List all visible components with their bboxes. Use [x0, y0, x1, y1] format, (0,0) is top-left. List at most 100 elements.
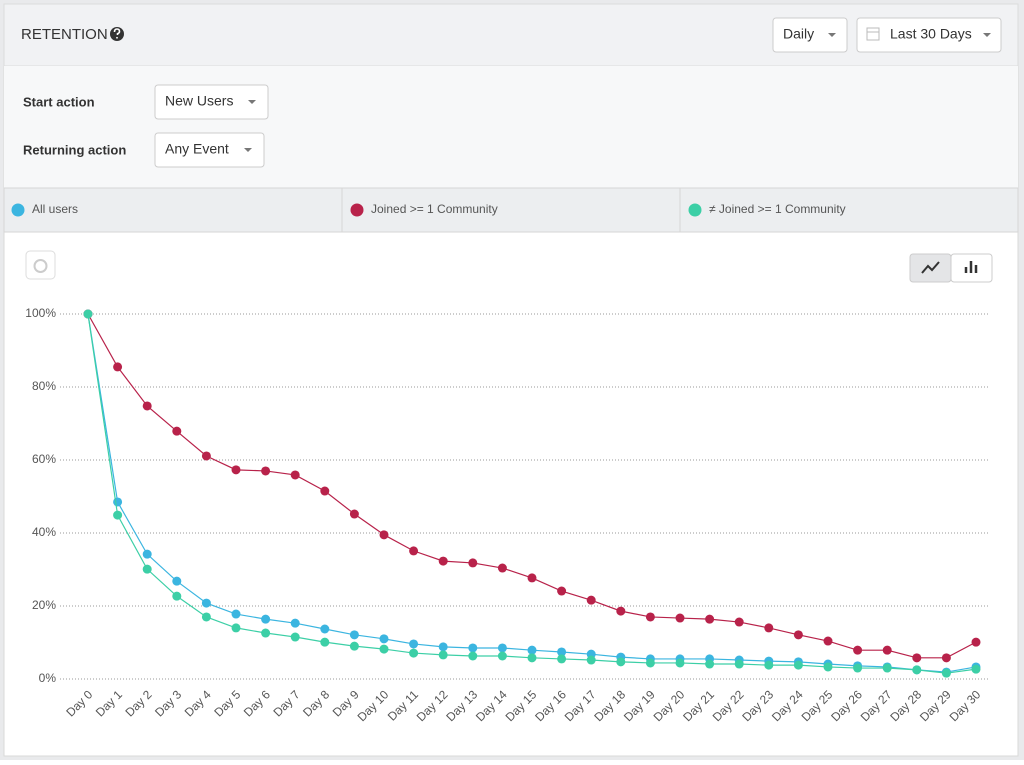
filter-area	[4, 66, 1018, 188]
data-point	[409, 546, 418, 555]
header-title: RETENTION	[21, 26, 108, 43]
legend-swatch	[351, 204, 364, 217]
data-point	[646, 658, 655, 667]
y-tick-label: 60%	[32, 452, 56, 466]
data-point	[705, 615, 714, 624]
data-point	[912, 665, 921, 674]
data-point	[143, 550, 152, 559]
legend-label: Joined >= 1 Community	[371, 202, 498, 216]
data-point	[468, 652, 477, 661]
data-point	[794, 661, 803, 670]
data-point	[350, 510, 359, 519]
legend-label: All users	[32, 202, 78, 216]
data-point	[172, 427, 181, 436]
range-dropdown[interactable]: Last 30 Days	[857, 18, 1001, 52]
data-point	[498, 643, 507, 652]
data-point	[468, 643, 477, 652]
data-point	[764, 661, 773, 670]
interval-value: Daily	[783, 26, 814, 42]
legend-tabs	[4, 188, 1018, 232]
data-point	[676, 614, 685, 623]
data-point	[291, 619, 300, 628]
data-point	[528, 653, 537, 662]
help-icon[interactable]	[110, 27, 124, 41]
data-point	[972, 665, 981, 674]
annotation-button[interactable]	[26, 251, 55, 279]
data-point	[557, 654, 566, 663]
data-point	[409, 639, 418, 648]
data-point	[646, 612, 655, 621]
return-dropdown[interactable]: Any Event	[155, 133, 264, 167]
data-point	[942, 669, 951, 678]
legend-tab[interactable]: Joined >= 1 Community	[351, 202, 498, 216]
data-point	[498, 652, 507, 661]
data-point	[735, 618, 744, 627]
data-point	[824, 637, 833, 646]
data-point	[172, 592, 181, 601]
data-point	[320, 638, 329, 647]
data-point	[320, 624, 329, 633]
data-point	[616, 657, 625, 666]
data-point	[261, 466, 270, 475]
legend-swatch	[689, 204, 702, 217]
data-point	[528, 573, 537, 582]
data-point	[202, 599, 211, 608]
data-point	[143, 565, 152, 574]
data-point	[468, 558, 477, 567]
data-point	[380, 530, 389, 539]
data-point	[764, 623, 773, 632]
data-point	[853, 664, 862, 673]
data-point	[853, 646, 862, 655]
interval-dropdown[interactable]: Daily	[773, 18, 847, 52]
data-point	[202, 451, 211, 460]
legend-swatch	[12, 204, 25, 217]
data-point	[232, 465, 241, 474]
legend-tab[interactable]: ≠ Joined >= 1 Community	[689, 202, 846, 216]
data-point	[498, 564, 507, 573]
data-point	[439, 650, 448, 659]
line-view-button[interactable]	[910, 254, 951, 282]
data-point	[794, 630, 803, 639]
data-point	[587, 656, 596, 665]
bar-view-button[interactable]	[951, 254, 992, 282]
data-point	[143, 401, 152, 410]
data-point	[587, 596, 596, 605]
start-dropdown[interactable]: New Users	[155, 85, 268, 119]
y-tick-label: 80%	[32, 379, 56, 393]
start-label: Start action	[23, 94, 95, 109]
data-point	[735, 660, 744, 669]
data-point	[912, 653, 921, 662]
data-point	[439, 642, 448, 651]
data-point	[261, 615, 270, 624]
y-tick-label: 20%	[32, 598, 56, 612]
data-point	[705, 660, 714, 669]
data-point	[113, 497, 122, 506]
data-point	[113, 511, 122, 520]
data-point	[528, 646, 537, 655]
data-point	[84, 310, 93, 319]
data-point	[202, 612, 211, 621]
data-point	[172, 577, 181, 586]
data-point	[883, 646, 892, 655]
legend-label: ≠ Joined >= 1 Community	[709, 202, 846, 216]
data-point	[291, 470, 300, 479]
range-value: Last 30 Days	[890, 26, 972, 42]
data-point	[350, 642, 359, 651]
data-point	[232, 610, 241, 619]
data-point	[232, 623, 241, 632]
data-point	[883, 664, 892, 673]
data-point	[409, 649, 418, 658]
data-point	[291, 633, 300, 642]
data-point	[320, 487, 329, 496]
return-value: Any Event	[165, 141, 229, 157]
y-tick-label: 40%	[32, 525, 56, 539]
return-label: Returning action	[23, 142, 126, 157]
data-point	[824, 662, 833, 671]
data-point	[261, 629, 270, 638]
y-tick-label: 0%	[39, 671, 57, 685]
data-point	[972, 638, 981, 647]
data-point	[676, 658, 685, 667]
data-point	[616, 607, 625, 616]
data-point	[113, 362, 122, 371]
